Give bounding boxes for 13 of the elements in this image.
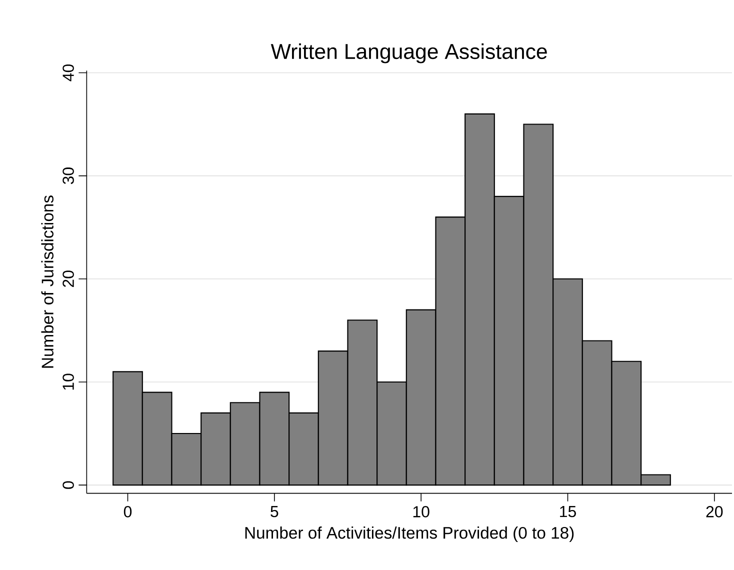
- y-tick-label: 20: [62, 270, 74, 287]
- chart-title: Written Language Assistance: [270, 43, 547, 64]
- y-tick-label: 30: [62, 168, 74, 184]
- y-tick-label: 40: [62, 64, 74, 82]
- x-tick-label: 15: [560, 506, 576, 518]
- x-tick-label: 0: [124, 506, 132, 518]
- x-tick-label: 10: [413, 506, 430, 518]
- x-axis-title: Number of Activities/Items Provided (0 to 18): [245, 526, 574, 542]
- y-tick-label: 0: [62, 481, 74, 489]
- x-tick-label: 20: [706, 506, 723, 518]
- x-tick-label: 5: [270, 506, 278, 518]
- y-axis-title: Number of Jurisdictions: [41, 196, 54, 368]
- y-tick-label: 10: [62, 374, 74, 390]
